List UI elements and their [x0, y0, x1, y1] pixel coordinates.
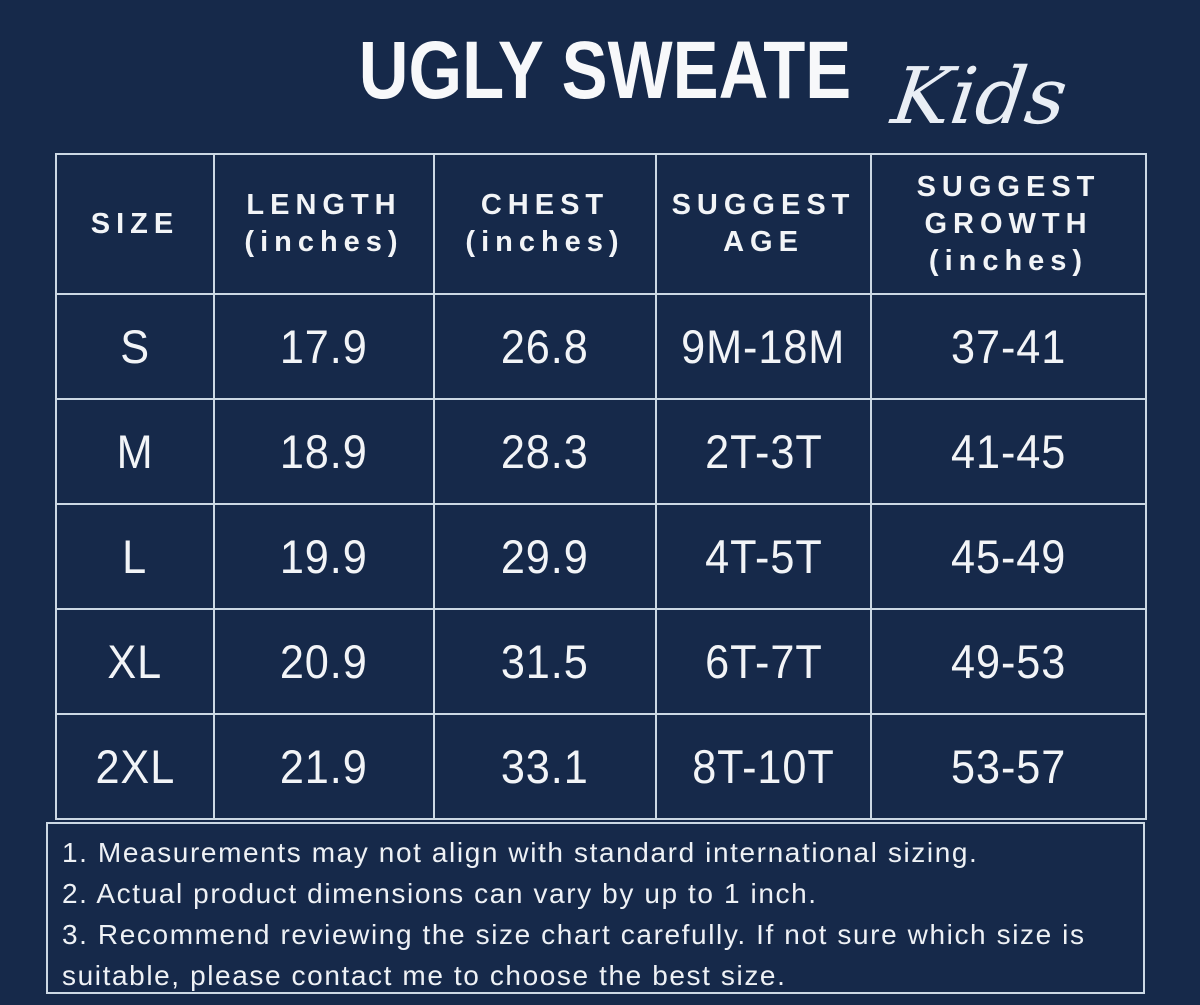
table-cell: 29.9 [433, 503, 657, 610]
table-cell: 18.9 [213, 398, 435, 505]
table-cell: 4T-5T [655, 503, 872, 610]
header-label: GROWTH [924, 207, 1093, 240]
cell-value: 26.8 [501, 320, 589, 373]
cell-value: 2XL [95, 740, 175, 793]
cell-value: 19.9 [280, 530, 368, 583]
header-label: CHEST [480, 189, 610, 221]
cell-value: 2T-3T [704, 425, 823, 478]
table-cell: 6T-7T [655, 608, 872, 715]
table-cell: 26.8 [433, 293, 657, 400]
table-cell: 17.9 [213, 293, 435, 400]
cell-value: L [122, 530, 148, 583]
table-cell: 31.5 [433, 608, 657, 715]
note-1: 1. Measurements may not align with stand… [62, 837, 979, 868]
header-label: LENGTH [246, 189, 402, 221]
table-cell: 8T-10T [655, 713, 872, 820]
table-row-2xl: 2XL 21.9 33.1 8T-10T 53-57 [55, 713, 1147, 820]
cell-value: 49-53 [950, 635, 1067, 688]
header-label: (inches) [928, 244, 1089, 277]
table-cell: 37-41 [870, 293, 1147, 400]
table-cell: 9M-18M [655, 293, 872, 400]
header-label: SIZE [90, 207, 180, 240]
header-cell-size: SIZE [55, 153, 215, 295]
header-cell-suggest-growth: SUGGEST GROWTH (inches) [870, 153, 1147, 295]
cell-value: 6T-7T [704, 635, 823, 688]
header-label: SUGGEST [671, 189, 856, 221]
header-cell-chest: CHEST (inches) [433, 153, 657, 295]
cell-value: 20.9 [280, 635, 368, 688]
table-row-m: M 18.9 28.3 2T-3T 41-45 [55, 398, 1147, 505]
table-cell: 45-49 [870, 503, 1147, 610]
header-cell-suggest-age: SUGGEST AGE [655, 153, 872, 295]
cell-value: 9M-18M [681, 320, 846, 373]
header-row: SIZE LENGTH (inches) CHEST (inches) SUGG… [55, 153, 1147, 295]
header-label: SUGGEST [916, 170, 1101, 203]
cell-value: 8T-10T [692, 740, 835, 793]
table-cell: 49-53 [870, 608, 1147, 715]
cell-value: 33.1 [501, 740, 589, 793]
cell-value: 53-57 [950, 740, 1067, 793]
cell-value: 18.9 [280, 425, 368, 478]
table-cell: 33.1 [433, 713, 657, 820]
table-cell: S [55, 293, 215, 400]
table-cell: 19.9 [213, 503, 435, 610]
note-2: 2. Actual product dimensions can vary by… [62, 878, 818, 909]
cell-value: XL [107, 635, 163, 688]
table-cell: L [55, 503, 215, 610]
note-3: 3. Recommend reviewing the size chart ca… [62, 919, 1086, 991]
cell-value: 28.3 [501, 425, 589, 478]
table-cell: 2T-3T [655, 398, 872, 505]
cell-value: 31.5 [501, 635, 589, 688]
cell-value: 17.9 [280, 320, 368, 373]
notes-box: 1. Measurements may not align with stand… [46, 822, 1145, 994]
cell-value: 41-45 [950, 425, 1067, 478]
size-chart-table: SIZE LENGTH (inches) CHEST (inches) SUGG… [55, 153, 1147, 820]
table-row-l: L 19.9 29.9 4T-5T 45-49 [55, 503, 1147, 610]
header-label: AGE [723, 226, 804, 258]
table-row-s: S 17.9 26.8 9M-18M 37-41 [55, 293, 1147, 400]
cell-value: 21.9 [280, 740, 368, 793]
table-cell: M [55, 398, 215, 505]
cell-value: 29.9 [501, 530, 589, 583]
table-cell: XL [55, 608, 215, 715]
cell-value: S [120, 320, 150, 373]
header-cell-length: LENGTH (inches) [213, 153, 435, 295]
page-title: UGLY SWEATE [358, 25, 852, 116]
table-row-xl: XL 20.9 31.5 6T-7T 49-53 [55, 608, 1147, 715]
table-cell: 2XL [55, 713, 215, 820]
cell-value: 45-49 [950, 530, 1067, 583]
table-cell: 20.9 [213, 608, 435, 715]
cell-value: 4T-5T [704, 530, 823, 583]
kids-script-title: Kids [886, 52, 1073, 142]
table-cell: 53-57 [870, 713, 1147, 820]
cell-value: M [116, 425, 154, 478]
header-label: (inches) [465, 226, 625, 258]
header-label: (inches) [244, 226, 404, 258]
table-cell: 41-45 [870, 398, 1147, 505]
table-cell: 21.9 [213, 713, 435, 820]
cell-value: 37-41 [950, 320, 1067, 373]
table-cell: 28.3 [433, 398, 657, 505]
